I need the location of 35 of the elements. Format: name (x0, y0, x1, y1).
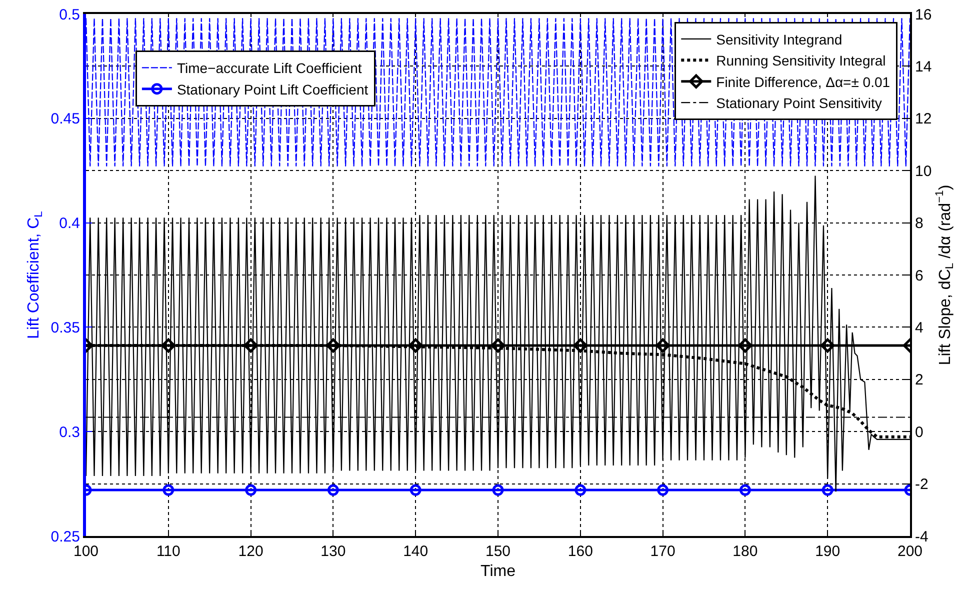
legend-label: Running Sensitivity Integral (716, 52, 886, 69)
y2-tick-label: 16 (915, 6, 932, 24)
x-tick-label: 200 (897, 543, 923, 560)
legend-label: Stationary Point Lift Coefficient (176, 81, 368, 98)
y-tick-label: 0.45 (50, 110, 80, 128)
y2-tick-label: 14 (915, 58, 932, 76)
y2-tick-label: 4 (915, 319, 924, 336)
x-tick-label: 120 (238, 543, 264, 560)
x-tick-label: 100 (73, 543, 99, 560)
x-tick-label: 160 (568, 543, 593, 560)
x-tick-label: 150 (485, 543, 511, 560)
x-tick-label: 130 (320, 543, 346, 560)
y-tick-label: 0.3 (59, 424, 80, 441)
x-axis-title: Time (480, 563, 516, 580)
legend-label: Sensitivity Integrand (716, 31, 842, 48)
y2-tick-label: -2 (915, 476, 928, 494)
x-tick-label: 140 (403, 543, 428, 560)
y-tick-label: 0.4 (59, 215, 80, 232)
y2-tick-label: 8 (915, 215, 924, 232)
y-tick-label: 0.25 (50, 528, 80, 546)
y2-tick-label: 10 (915, 162, 932, 180)
x-tick-label: 180 (732, 543, 758, 560)
y2-tick-label: -4 (915, 528, 928, 546)
legend-label: Finite Difference, Δα=± 0.01 (716, 74, 890, 90)
y2-tick-label: 2 (915, 372, 924, 389)
y2-tick-label: 6 (915, 267, 924, 284)
legend-label: Stationary Point Sensitivity (716, 94, 882, 111)
y-tick-label: 0.35 (50, 319, 80, 336)
x-tick-label: 170 (650, 543, 676, 560)
x-tick-label: 110 (156, 543, 180, 560)
x-tick-label: 190 (815, 543, 840, 560)
y-tick-label: 0.5 (59, 6, 80, 24)
y2-tick-label: 0 (915, 424, 924, 441)
y2-tick-label: 12 (915, 110, 932, 128)
legend-label: Time−accurate Lift Coefficient (176, 60, 362, 76)
